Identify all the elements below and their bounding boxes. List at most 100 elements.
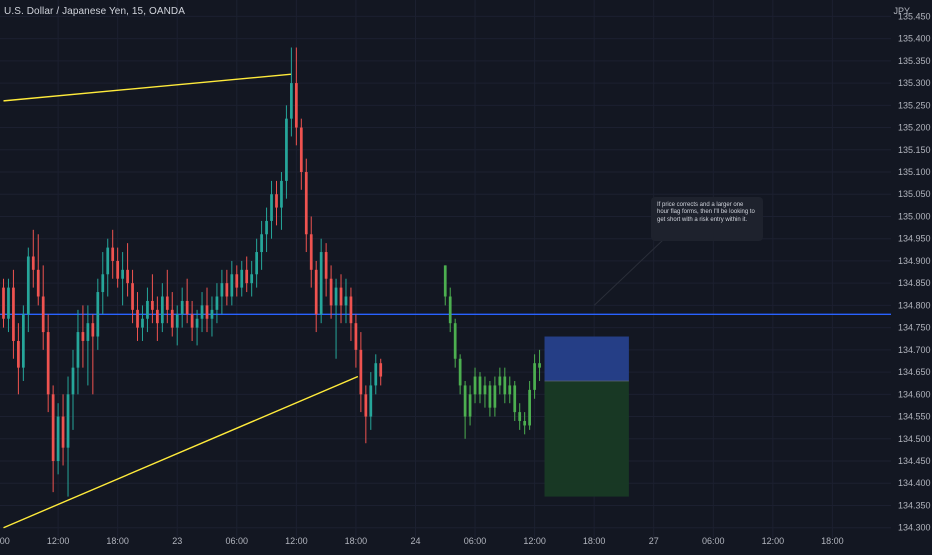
- candle-body: [146, 300, 149, 319]
- candle-body: [294, 83, 298, 128]
- price-tick-label: 134.950: [898, 234, 931, 244]
- price-tick-label: 134.800: [898, 300, 931, 310]
- candle-body: [96, 292, 100, 337]
- candle-body: [334, 287, 338, 306]
- candle-body: [21, 314, 25, 368]
- candle-body: [17, 340, 20, 368]
- price-tick-label: 134.850: [898, 278, 931, 288]
- candle-body: [51, 394, 55, 462]
- candle-body: [255, 252, 259, 275]
- chart-title: U.S. Dollar / Japanese Yen, 15, OANDA: [4, 6, 186, 17]
- candle-body: [12, 287, 15, 341]
- candle-body: [319, 252, 323, 315]
- time-tick-label: 06:00: [226, 536, 249, 546]
- price-tick-label: 135.400: [898, 34, 931, 44]
- candle-body: [364, 394, 368, 417]
- price-axis[interactable]: 135.450 135.400 135.350 135.300 135.250 135.2…: [898, 11, 931, 532]
- price-tick-label: 134.550: [898, 412, 931, 422]
- projection-bar-body: [453, 323, 457, 359]
- candle-body: [136, 309, 139, 328]
- upper-trendline[interactable]: [3, 73, 292, 102]
- candle-body: [240, 269, 244, 288]
- time-tick-label: 12:00: [523, 536, 546, 546]
- candle-body: [329, 278, 333, 306]
- time-tick-label: 12:00: [285, 536, 308, 546]
- projection-layer: [443, 265, 541, 439]
- time-axis[interactable]: 06:00 12:00 18:00 23 06:00 12:00 18:00 24 06:00 1…: [0, 536, 844, 546]
- candle-body: [185, 300, 189, 315]
- time-tick-label: 06:00: [464, 536, 487, 546]
- stop-loss-zone[interactable]: [544, 336, 629, 381]
- annotation-callout[interactable]: If price corrects and a larger one hour …: [651, 197, 763, 241]
- projection-bar-body: [493, 385, 497, 408]
- candle-body: [180, 300, 184, 315]
- candle-body: [170, 309, 174, 328]
- candle-body: [265, 220, 268, 235]
- candle-body: [151, 300, 154, 310]
- candle-body: [7, 287, 10, 319]
- price-tick-label: 134.350: [898, 500, 931, 510]
- price-tick-label: 135.200: [898, 123, 931, 133]
- candle-body: [66, 394, 70, 448]
- price-tick-label: 135.150: [898, 145, 931, 155]
- candle-body: [111, 247, 115, 261]
- candle-body: [165, 296, 169, 310]
- position-tool[interactable]: [544, 336, 629, 497]
- price-tick-label: 134.500: [898, 434, 931, 444]
- time-tick-label: 18:00: [821, 536, 844, 546]
- projection-bar-body: [503, 376, 507, 395]
- candle-body: [324, 252, 328, 279]
- projection-bar-body: [483, 385, 487, 395]
- candle-body: [41, 296, 45, 333]
- projection-bar-body: [518, 412, 522, 421]
- candle-body: [314, 269, 318, 315]
- candle-body: [369, 385, 373, 417]
- projection-bar-body: [448, 296, 452, 324]
- callout-pointer-line: [593, 239, 664, 306]
- candle-body: [359, 349, 363, 395]
- price-tick-label: 135.300: [898, 78, 931, 88]
- time-tick-label: 18:00: [345, 536, 368, 546]
- time-tick-label: 18:00: [106, 536, 129, 546]
- projection-bar-body: [443, 265, 447, 297]
- candle-body: [160, 296, 164, 324]
- candle-body: [156, 309, 159, 324]
- candle-body: [299, 127, 303, 173]
- take-profit-zone[interactable]: [544, 380, 629, 497]
- price-tick-label: 135.450: [898, 11, 931, 21]
- projection-bar-body: [473, 376, 477, 395]
- projection-bar-body: [463, 385, 467, 417]
- lower-trendline[interactable]: [3, 375, 359, 529]
- trendline-layer[interactable]: [3, 73, 359, 529]
- projection-bar-body: [528, 389, 531, 426]
- candle-body: [106, 247, 110, 275]
- price-tick-label: 135.350: [898, 56, 931, 66]
- price-tick-label: 135.100: [898, 167, 931, 177]
- candle-body: [56, 416, 60, 462]
- candle-body: [26, 256, 30, 315]
- candle-body: [131, 283, 134, 310]
- candle-body: [215, 296, 219, 310]
- candle-body: [290, 83, 293, 119]
- currency-label: JPY: [893, 6, 910, 16]
- candle-body: [304, 172, 308, 235]
- candle-body: [61, 416, 65, 448]
- candle-body: [121, 269, 124, 279]
- candle-body: [270, 194, 273, 221]
- candle-body: [309, 234, 313, 270]
- price-tick-label: 135.250: [898, 100, 931, 110]
- candle-body: [280, 180, 283, 208]
- candle-body: [374, 363, 378, 386]
- candle-body: [285, 118, 288, 181]
- price-tick-label: 134.600: [898, 389, 931, 399]
- candle-body: [200, 305, 204, 319]
- candle-body: [101, 274, 105, 293]
- candle-body: [230, 274, 234, 297]
- price-tick-label: 134.450: [898, 456, 931, 466]
- candle-body: [31, 256, 35, 270]
- annotation-pointer-layer: [593, 239, 664, 306]
- candle-body: [116, 260, 120, 279]
- candle-body: [344, 296, 348, 306]
